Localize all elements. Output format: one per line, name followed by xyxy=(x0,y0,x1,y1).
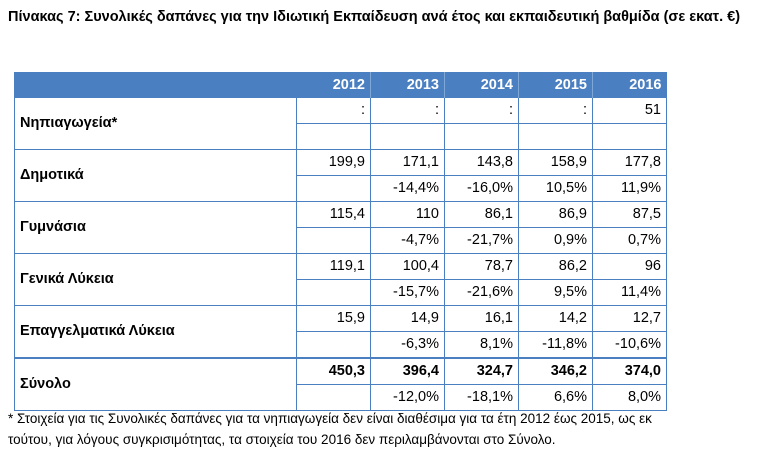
change-cell xyxy=(592,123,667,150)
header-year: 2012 xyxy=(296,72,371,98)
value-cell: 346,2 xyxy=(518,357,593,385)
header-year: 2015 xyxy=(518,72,593,98)
change-cell: -10,6% xyxy=(592,331,667,359)
change-cell xyxy=(296,175,371,202)
change-cell xyxy=(296,227,371,254)
value-cell: 86,2 xyxy=(518,253,593,280)
change-cell: 8,1% xyxy=(444,331,519,359)
header-year: 2013 xyxy=(370,72,445,98)
table-row-changes: -6,3% 8,1% -11,8% -10,6% xyxy=(15,331,667,359)
change-cell: 11,4% xyxy=(592,279,667,306)
value-cell: : xyxy=(444,98,519,124)
row-label: Επαγγελματικά Λύκεια xyxy=(14,305,297,359)
footnote: * Στοιχεία για τις Συνολικές δαπάνες για… xyxy=(8,408,775,450)
change-cell: 0,9% xyxy=(518,227,593,254)
table-row-changes xyxy=(15,123,667,150)
change-cell: 9,5% xyxy=(518,279,593,306)
expenses-table: 2012 2013 2014 2015 2016 Νηπιαγωγεία*::::51 Δη… xyxy=(14,72,667,411)
value-cell: 199,9 xyxy=(296,149,371,176)
change-cell: -21,6% xyxy=(444,279,519,306)
value-cell: 177,8 xyxy=(592,149,667,176)
value-cell: 115,4 xyxy=(296,201,371,228)
change-cell xyxy=(444,123,519,150)
change-cell: -15,7% xyxy=(370,279,445,306)
footnote-line-2: τούτου, για λόγους συγκρισιμότητας, τα σ… xyxy=(8,432,556,447)
value-cell: 86,1 xyxy=(444,201,519,228)
change-cell xyxy=(370,123,445,150)
value-cell: 86,9 xyxy=(518,201,593,228)
value-cell: 171,1 xyxy=(370,149,445,176)
change-cell: -12,0% xyxy=(370,384,445,411)
table-row-values: Γυμνάσια 115,4 110 86,1 86,9 87,5 xyxy=(14,201,667,254)
table-row-values: Γενικά Λύκεια 119,1 100,4 78,7 86,2 96 xyxy=(14,253,667,306)
value-cell: 51 xyxy=(592,98,667,124)
change-cell: -4,7% xyxy=(370,227,445,254)
value-cell: 78,7 xyxy=(444,253,519,280)
value-cell: 110 xyxy=(370,201,445,228)
change-cell: -18,1% xyxy=(444,384,519,411)
value-cell: 396,4 xyxy=(370,357,445,385)
value-cell: 87,5 xyxy=(592,201,667,228)
footnote-line-1: * Στοιχεία για τις Συνολικές δαπάνες για… xyxy=(8,411,652,426)
change-cell xyxy=(518,123,593,150)
value-cell: 15,9 xyxy=(296,305,371,332)
row-label: Γυμνάσια xyxy=(14,201,297,254)
value-cell: 12,7 xyxy=(592,305,667,332)
change-cell: 11,9% xyxy=(592,175,667,202)
row-label: Σύνολο xyxy=(14,357,297,411)
change-cell: -6,3% xyxy=(370,331,445,359)
header-year: 2016 xyxy=(592,72,667,98)
header-row: 2012 2013 2014 2015 2016 xyxy=(14,72,667,98)
change-cell: 8,0% xyxy=(592,384,667,411)
row-label: Νηπιαγωγεία* xyxy=(14,98,297,150)
change-cell: -11,8% xyxy=(518,331,593,359)
value-cell: 16,1 xyxy=(444,305,519,332)
change-cell: -16,0% xyxy=(444,175,519,202)
change-cell xyxy=(296,279,371,306)
change-cell: -21,7% xyxy=(444,227,519,254)
change-cell: 0,7% xyxy=(592,227,667,254)
value-cell: : xyxy=(518,98,593,124)
change-cell xyxy=(296,384,371,411)
table-row-changes: -15,7% -21,6% 9,5% 11,4% xyxy=(15,279,667,306)
value-cell: : xyxy=(296,98,371,124)
change-cell: 6,6% xyxy=(518,384,593,411)
table-row-changes: -14,4% -16,0% 10,5% 11,9% xyxy=(15,175,667,202)
value-cell: : xyxy=(370,98,445,124)
value-cell: 450,3 xyxy=(296,357,371,385)
value-cell: 14,9 xyxy=(370,305,445,332)
value-cell: 119,1 xyxy=(296,253,371,280)
value-cell: 158,9 xyxy=(518,149,593,176)
change-cell xyxy=(296,331,371,359)
change-cell xyxy=(296,123,371,150)
table-row-changes: -4,7% -21,7% 0,9% 0,7% xyxy=(15,227,667,254)
table-row-values: Δημοτικά 199,9 171,1 143,8 158,9 177,8 xyxy=(14,149,667,202)
table-row-changes: -12,0% -18,1% 6,6% 8,0% xyxy=(15,384,667,411)
table-row-values: Σύνολο 450,3 396,4 324,7 346,2 374,0 xyxy=(14,357,667,411)
header-label-cell xyxy=(14,72,297,98)
value-cell: 14,2 xyxy=(518,305,593,332)
value-cell: 100,4 xyxy=(370,253,445,280)
row-label: Δημοτικά xyxy=(14,149,297,202)
row-label: Γενικά Λύκεια xyxy=(14,253,297,306)
table-row-values: Νηπιαγωγεία*::::51 xyxy=(14,98,667,150)
value-cell: 96 xyxy=(592,253,667,280)
header-year: 2014 xyxy=(444,72,519,98)
value-cell: 374,0 xyxy=(592,357,667,385)
change-cell: -14,4% xyxy=(370,175,445,202)
value-cell: 324,7 xyxy=(444,357,519,385)
value-cell: 143,8 xyxy=(444,149,519,176)
change-cell: 10,5% xyxy=(518,175,593,202)
table-title: Πίνακας 7: Συνολικές δαπάνες για την Ιδι… xyxy=(8,9,741,25)
table-row-values: Επαγγελματικά Λύκεια 15,9 14,9 16,1 14,2 12,7 xyxy=(14,305,667,359)
